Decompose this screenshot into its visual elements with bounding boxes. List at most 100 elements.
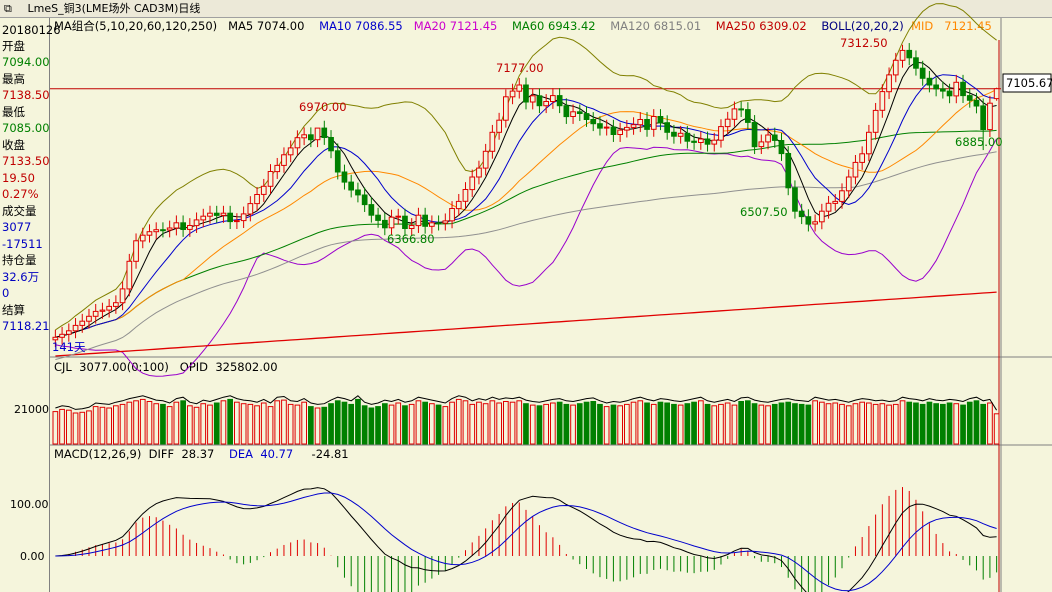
volume-bar (778, 402, 785, 445)
volume-bar (375, 406, 381, 445)
volume-label: 成交量 (2, 204, 37, 218)
candle-up (92, 310, 99, 317)
volume-bar (281, 399, 287, 445)
open-label: 开盘 (2, 39, 25, 53)
candle-up (79, 320, 86, 326)
close-label: 收盘 (2, 138, 25, 152)
volume-bar (684, 403, 691, 445)
ma10-value: MA10 7086.55 (319, 19, 403, 33)
volume-bar (126, 401, 133, 445)
candle-up (758, 141, 765, 148)
low-label-6507: 6507.50 (740, 205, 788, 219)
volume-bar (220, 400, 227, 445)
volume-bar (624, 403, 630, 445)
volume-bar (254, 405, 260, 445)
ma-group-label[interactable]: MA组合(5,10,20,60,120,250) (54, 19, 218, 33)
volume-bar (980, 403, 986, 445)
volume-bar (482, 403, 489, 445)
volume-bar (563, 403, 570, 445)
volume-bar (113, 405, 119, 445)
volume-bar (173, 401, 180, 445)
candle-down (308, 134, 314, 141)
window-restore-icon[interactable]: ⧉ (4, 2, 12, 15)
boll-upper-line (55, 3, 997, 331)
volume-bar (146, 401, 153, 445)
candle-up (839, 190, 845, 202)
candle-up (886, 74, 892, 93)
title-bar: ⧉ LmeS_铜3(LME场外 CAD3M)日线 (0, 0, 1052, 18)
macd-label[interactable]: MACD(12,26,9) (54, 447, 142, 461)
diff-value: 28.37 (181, 447, 215, 461)
quote-info-panel: 20180126 开盘 7094.00 最高 7138.50 最低 7085.0… (0, 18, 61, 592)
candle-down (926, 77, 933, 86)
volume-bar (751, 403, 758, 445)
volume-bar (664, 402, 670, 445)
candle-up (812, 221, 818, 225)
cjl-label[interactable]: CJL (54, 360, 72, 374)
chart-labels: 6970.00 6366.80 7177.00 6507.50 7312.50 6885.… (52, 36, 1052, 354)
candle-up (240, 213, 247, 222)
candles-layer (52, 43, 1000, 348)
candle-up (415, 214, 422, 227)
volume-bar (899, 400, 906, 445)
candle-up (429, 222, 435, 227)
volume-bar (637, 400, 644, 445)
candle-down (973, 99, 980, 107)
volume-bar (987, 402, 993, 445)
volume-bar (644, 402, 650, 445)
candle-down (382, 219, 388, 229)
volume-bar (106, 407, 113, 445)
high-value: 7138.50 (2, 88, 50, 102)
candle-up (254, 194, 260, 205)
candle-up (126, 260, 133, 290)
boll-label[interactable]: BOLL(20,20,2) (821, 19, 904, 33)
candle-up (267, 171, 274, 187)
volume-bar (704, 403, 711, 445)
candle-up (650, 116, 657, 130)
volume-bar (657, 401, 664, 445)
volume-bar (213, 402, 220, 445)
volume-bar (536, 405, 543, 445)
volume-bar (99, 406, 106, 445)
volume-bar (576, 403, 583, 445)
candle-up (52, 336, 59, 341)
candle-down (966, 95, 973, 101)
candle-up (866, 131, 872, 155)
candle-up (234, 220, 240, 223)
volume-bar (724, 402, 731, 445)
candle-down (341, 171, 348, 183)
ma20-value: MA20 7121.45 (413, 19, 498, 33)
volume-bar (711, 405, 718, 445)
candle-down (368, 204, 375, 216)
volume-change: -17511 (2, 237, 43, 251)
indicator-lines (55, 3, 998, 377)
volume-bar (274, 400, 281, 445)
candle-up (247, 203, 254, 215)
diff-label: DIFF (148, 447, 175, 461)
volume-bar (86, 410, 92, 445)
candle-up (509, 90, 516, 98)
candle-down (704, 138, 711, 145)
candle-down (785, 153, 792, 189)
candle-down (213, 212, 220, 216)
candle-up (489, 131, 496, 152)
candle-down (180, 222, 187, 231)
change-percent: 0.27% (2, 187, 39, 201)
low-value: 7085.00 (2, 121, 50, 135)
volume-bar (745, 400, 751, 445)
ma60-line (55, 129, 997, 338)
boll-lower-line (55, 138, 998, 377)
volume-bar (946, 402, 953, 445)
macd-value: -24.81 (311, 447, 349, 461)
candle-down (906, 49, 913, 59)
volume-bar (469, 403, 476, 445)
volume-bar (408, 403, 415, 445)
candle-up (294, 137, 301, 149)
candle-up (72, 324, 79, 332)
volume-bar (839, 403, 845, 445)
low-label: 最低 (2, 105, 25, 119)
candle-down (563, 105, 570, 118)
candle-down (738, 108, 744, 111)
volume-bar (341, 401, 348, 445)
